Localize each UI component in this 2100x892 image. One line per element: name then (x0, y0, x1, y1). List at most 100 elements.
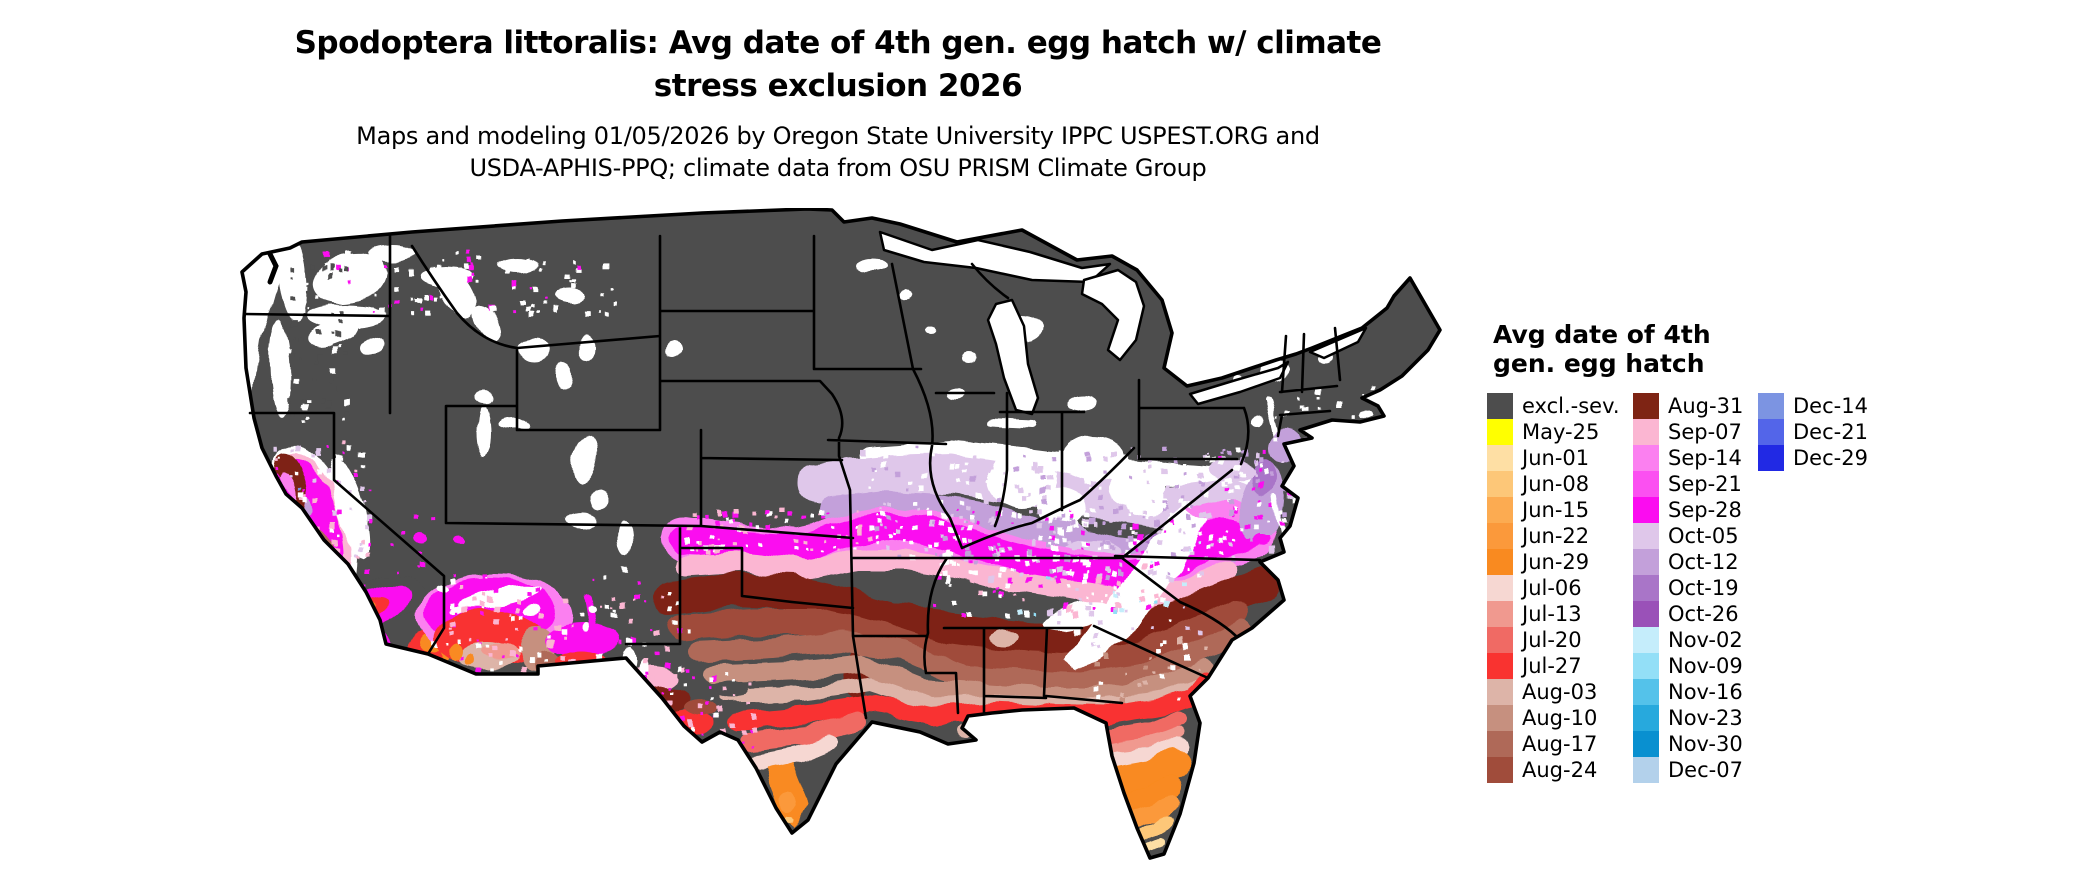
legend-entry: Aug-24 (1487, 757, 1620, 783)
legend-entry: Sep-14 (1633, 445, 1743, 471)
legend-label: Nov-30 (1668, 732, 1743, 756)
legend-swatch (1633, 679, 1659, 705)
legend-entry: Aug-17 (1487, 731, 1620, 757)
legend-entry: Jun-15 (1487, 497, 1620, 523)
legend-label: Nov-23 (1668, 706, 1743, 730)
title-line-1: Spodoptera littoralis: Avg date of 4th g… (294, 25, 1382, 61)
legend-label: Nov-16 (1668, 680, 1743, 704)
legend-label: Dec-14 (1793, 394, 1868, 418)
legend-entry: May-25 (1487, 419, 1620, 445)
legend-label: Oct-05 (1668, 524, 1739, 548)
legend-entry: Jun-08 (1487, 471, 1620, 497)
legend-label: Aug-10 (1522, 706, 1598, 730)
legend-swatch (1487, 445, 1513, 471)
legend-swatch (1487, 601, 1513, 627)
legend-swatch (1633, 705, 1659, 731)
legend-label: Sep-14 (1668, 446, 1742, 470)
legend-swatch (1487, 627, 1513, 653)
legend-swatch (1487, 497, 1513, 523)
legend-label: Jun-22 (1522, 524, 1590, 548)
legend-title-line-2: gen. egg hatch (1493, 349, 1705, 378)
legend-swatch (1633, 549, 1659, 575)
legend-entry: Nov-23 (1633, 705, 1743, 731)
legend-label: Aug-03 (1522, 680, 1598, 704)
legend-swatch (1487, 653, 1513, 679)
subtitle-line-2: USDA-APHIS-PPQ; climate data from OSU PR… (469, 154, 1207, 182)
legend-title: Avg date of 4th gen. egg hatch (1493, 320, 1711, 378)
state-borders (242, 234, 1342, 720)
legend-label: Jun-08 (1522, 472, 1590, 496)
legend-label: Aug-24 (1522, 758, 1598, 782)
legend-entry: Jun-22 (1487, 523, 1620, 549)
legend-swatch (1633, 757, 1659, 783)
us-map (240, 208, 1442, 860)
legend-swatch (1487, 393, 1513, 419)
legend-entry: Jun-01 (1487, 445, 1620, 471)
legend-entry: Dec-14 (1758, 393, 1868, 419)
page-title: Spodoptera littoralis: Avg date of 4th g… (0, 22, 1676, 108)
legend-swatch (1487, 419, 1513, 445)
legend-entry: Nov-09 (1633, 653, 1743, 679)
legend-entry: excl.-sev. (1487, 393, 1620, 419)
legend-entry: Dec-07 (1633, 757, 1743, 783)
legend-label: Nov-09 (1668, 654, 1743, 678)
legend-entry: Aug-10 (1487, 705, 1620, 731)
legend-swatch (1633, 471, 1659, 497)
legend-swatch (1633, 523, 1659, 549)
legend-label: Sep-28 (1668, 498, 1742, 522)
title-line-2: stress exclusion 2026 (653, 68, 1023, 104)
legend-entry: Dec-21 (1758, 419, 1868, 445)
great-lakes (265, 230, 1368, 416)
legend-title-line-1: Avg date of 4th (1493, 320, 1711, 349)
legend-entry: Nov-30 (1633, 731, 1743, 757)
legend-label: Jun-29 (1522, 550, 1590, 574)
legend-entry: Sep-28 (1633, 497, 1743, 523)
legend-swatch (1758, 393, 1784, 419)
legend-swatch (1487, 757, 1513, 783)
legend-swatch (1633, 601, 1659, 627)
legend-swatch (1633, 445, 1659, 471)
page-subtitle: Maps and modeling 01/05/2026 by Oregon S… (0, 120, 1676, 184)
legend-entry: Jun-29 (1487, 549, 1620, 575)
legend-swatch (1633, 653, 1659, 679)
legend-label: Oct-12 (1668, 550, 1739, 574)
legend-column-2: Aug-31 Sep-07 Sep-14 Sep-21 Sep-28 Oct-05 Oct-… (1633, 393, 1743, 783)
legend-entry: Oct-12 (1633, 549, 1743, 575)
legend-entry: Aug-03 (1487, 679, 1620, 705)
legend-entry: Nov-16 (1633, 679, 1743, 705)
conus-outline (240, 208, 1442, 860)
legend-entry: Sep-07 (1633, 419, 1743, 445)
legend-label: Dec-21 (1793, 420, 1868, 444)
legend-label: Oct-19 (1668, 576, 1739, 600)
legend-label: Dec-29 (1793, 446, 1868, 470)
subtitle-line-1: Maps and modeling 01/05/2026 by Oregon S… (356, 122, 1320, 150)
legend-swatch (1487, 549, 1513, 575)
map-land (242, 209, 1440, 858)
legend-entry: Dec-29 (1758, 445, 1868, 471)
legend-label: Jul-20 (1522, 628, 1582, 652)
legend-label: Dec-07 (1668, 758, 1743, 782)
legend-column-3: Dec-14 Dec-21 Dec-29 (1758, 393, 1868, 471)
legend-entry: Nov-02 (1633, 627, 1743, 653)
legend-swatch (1633, 497, 1659, 523)
legend-entry: Oct-26 (1633, 601, 1743, 627)
legend-label: Jul-06 (1522, 576, 1582, 600)
legend-swatch (1487, 705, 1513, 731)
legend-entry: Jul-13 (1487, 601, 1620, 627)
legend-entry: Jul-27 (1487, 653, 1620, 679)
legend-label: Jul-27 (1522, 654, 1582, 678)
legend-label: Jun-15 (1522, 498, 1590, 522)
legend-entry: Aug-31 (1633, 393, 1743, 419)
legend-swatch (1758, 445, 1784, 471)
legend-swatch (1633, 419, 1659, 445)
legend-entry: Oct-05 (1633, 523, 1743, 549)
legend-swatch (1487, 523, 1513, 549)
legend-label: Sep-07 (1668, 420, 1742, 444)
legend-swatch (1487, 575, 1513, 601)
legend-entry: Jul-20 (1487, 627, 1620, 653)
legend-label: Aug-31 (1668, 394, 1744, 418)
legend-label: Nov-02 (1668, 628, 1743, 652)
legend-label: May-25 (1522, 420, 1600, 444)
legend-label: Oct-26 (1668, 602, 1739, 626)
